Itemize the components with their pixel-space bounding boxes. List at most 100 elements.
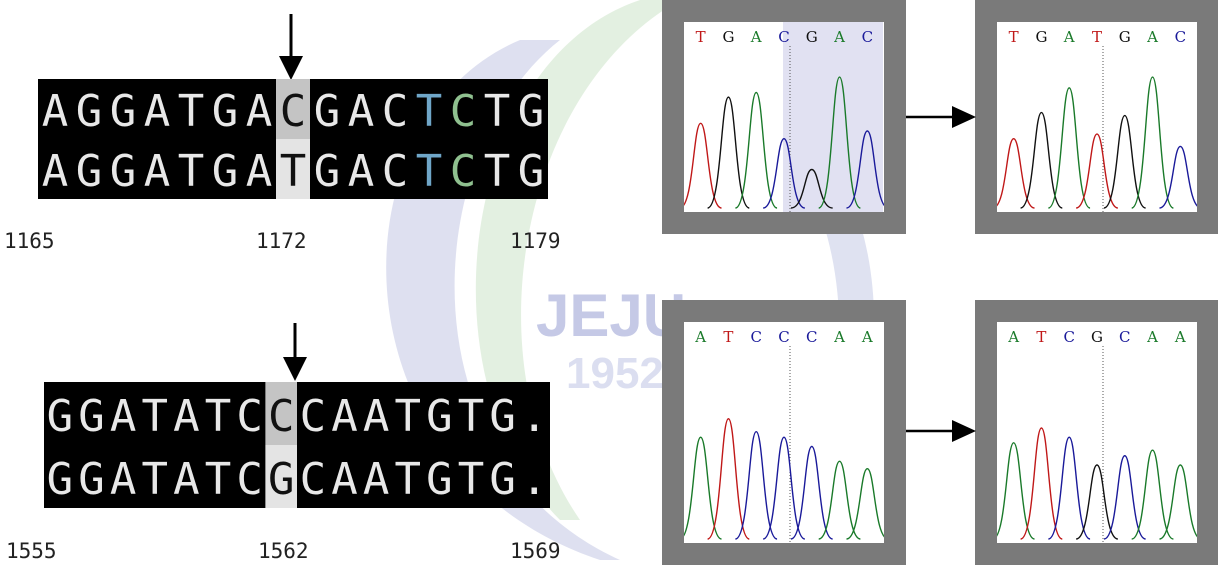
base-call-label: A [834, 328, 845, 346]
base-call-label: C [778, 328, 790, 346]
base-call-label: G [1118, 28, 1131, 46]
alignment-top-arrow [276, 12, 306, 82]
alignment-bottom-arrow [280, 321, 310, 383]
trace-peak [1103, 455, 1146, 540]
trace-peak [846, 130, 884, 209]
trace-peak [1047, 87, 1091, 209]
base-letter: A [42, 146, 69, 197]
base-letter: A [246, 146, 273, 197]
base-call-label: A [1147, 328, 1158, 346]
base-letter: A [363, 454, 390, 505]
base-letter: G [78, 454, 105, 505]
base-letter: C [450, 146, 477, 197]
base-letter: C [382, 146, 409, 197]
base-letter: A [144, 146, 171, 197]
trace-peak [997, 442, 1035, 540]
base-letter: T [141, 454, 168, 505]
highlight-column [265, 382, 297, 445]
base-letter: A [246, 86, 273, 137]
watermark-year: 1952 [566, 349, 664, 398]
position-label-right: 1569 [510, 539, 561, 563]
base-letter: G [76, 86, 103, 137]
base-call-label: T [695, 28, 706, 46]
base-letter: C [450, 86, 477, 137]
trace-peak [735, 91, 778, 209]
base-letter: A [363, 391, 390, 442]
base-letter: T [205, 454, 232, 505]
position-label-mid: 1172 [256, 229, 307, 253]
highlight-column [276, 139, 310, 199]
base-letter: A [110, 391, 137, 442]
base-call-label: A [834, 28, 845, 46]
base-call-label: A [1174, 328, 1186, 346]
trace-peak [1020, 427, 1063, 540]
trace-peak [707, 96, 750, 209]
base-letter: G [212, 86, 239, 137]
trace-peak [1048, 436, 1091, 540]
base-letter: T [484, 146, 511, 197]
base-call-label: T [723, 328, 734, 346]
position-label-left: 1165 [4, 229, 55, 253]
base-letter: A [144, 86, 171, 137]
base-letter: G [212, 146, 239, 197]
trace-plot [997, 46, 1197, 212]
base-call-label: T [1091, 28, 1103, 46]
trace-peak [1159, 464, 1197, 540]
trace-peak [762, 137, 806, 209]
trace-peak [1103, 114, 1146, 209]
position-label-right: 1179 [510, 229, 561, 253]
base-call-label: G [722, 28, 735, 46]
base-letter: T [458, 391, 485, 442]
base-call-label: A [695, 328, 707, 346]
base-letter: G [47, 391, 74, 442]
base-letter: G [314, 86, 341, 137]
position-label-left: 1555 [6, 539, 57, 563]
base-letter: T [178, 146, 205, 197]
base-letter: G [518, 86, 545, 137]
trace-peak [1075, 133, 1119, 209]
base-letter: G [314, 146, 341, 197]
base-call-label: T [1036, 328, 1047, 346]
trace-peak [706, 418, 750, 540]
base-letter: T [394, 454, 421, 505]
base-letter: G [76, 146, 103, 197]
trace-plot [997, 346, 1197, 543]
base-call-label: A [1063, 28, 1075, 46]
highlight-column [265, 445, 297, 508]
base-letter: A [173, 391, 200, 442]
base-letter: C [300, 391, 327, 442]
base-letter: A [110, 454, 137, 505]
base-call-label: G [1091, 328, 1103, 346]
base-letter: C [268, 391, 295, 442]
base-call-label: G [1035, 28, 1048, 46]
base-call-label: C [861, 28, 874, 46]
trace-peak [846, 467, 884, 540]
base-letter: G [518, 146, 545, 197]
base-letter: G [47, 454, 74, 505]
trace-peak [1075, 464, 1119, 540]
base-letter: T [394, 391, 421, 442]
base-letter: T [280, 146, 307, 197]
highlight-column [276, 79, 310, 139]
base-letter: T [416, 146, 443, 197]
position-label-mid: 1562 [258, 539, 309, 563]
base-letter: G [489, 391, 516, 442]
base-letter: A [348, 146, 375, 197]
base-call-label: A [1147, 28, 1158, 46]
base-letter: A [173, 454, 200, 505]
base-letter: . [521, 454, 548, 505]
base-letter: G [489, 454, 516, 505]
base-letter: A [331, 391, 358, 442]
base-letter: . [521, 391, 548, 442]
trace-peak [1131, 76, 1175, 209]
